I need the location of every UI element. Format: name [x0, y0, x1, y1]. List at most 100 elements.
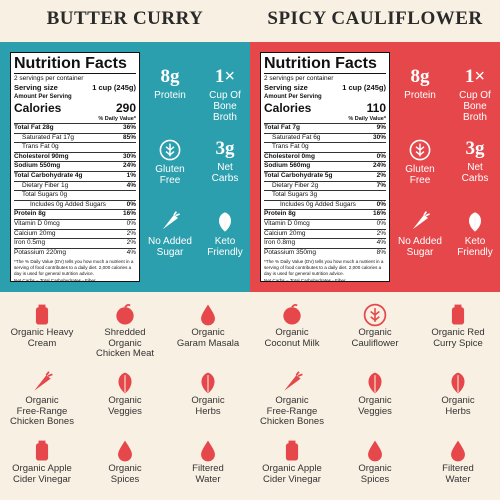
- nutrient-row: Sodium 560mg 24%: [264, 161, 386, 171]
- vitamin-row: Vitamin D 0mcg 0%: [264, 218, 386, 229]
- icon: [201, 440, 215, 462]
- nutrient-row: Trans Fat 0g: [264, 142, 386, 152]
- nutrient-row: Protein 8g 16%: [264, 209, 386, 219]
- icon: [35, 440, 49, 461]
- nutrient-dv: 24%: [122, 162, 136, 170]
- vitamin-name: Iron 0.5mg: [14, 239, 46, 247]
- vitamin-row: Potassium 220mg 4%: [14, 247, 136, 258]
- nutrient-row: Cholesterol 0mg 0%: [264, 151, 386, 162]
- icon: [283, 304, 301, 325]
- ingredient-text: Chicken Bones: [10, 416, 74, 427]
- vitamin-dv: 4%: [376, 239, 386, 247]
- ingredient-text: Organic: [358, 463, 392, 474]
- badge-text: Friendly: [207, 247, 243, 258]
- badge-icon: [447, 210, 500, 236]
- nutrient-row: Total Carbohydrate 4g 1%: [14, 170, 136, 181]
- footnote: *The % Daily Value (DV) tells you how mu…: [264, 259, 384, 276]
- ingredient: Filtered Water: [167, 438, 249, 485]
- ingredient-text: Free-Range: [16, 405, 68, 417]
- badge-text: No Added: [398, 236, 442, 247]
- nutrient-name: Total Sugars 3g: [272, 191, 318, 199]
- ingredient-text: Organic Red: [431, 327, 485, 338]
- badge-value: 1×: [214, 66, 236, 87]
- nutrient-dv: 16%: [372, 210, 386, 218]
- ingredient: Organic Veggies: [334, 370, 416, 417]
- ingredient-text: Spices: [360, 473, 390, 485]
- badge: 1× Cup Of Bone Broth: [447, 66, 500, 123]
- badge-text: Net: [467, 162, 483, 173]
- icon: [201, 304, 215, 326]
- nutrition-label: Nutrition Facts 2 servings per container S…: [260, 52, 390, 282]
- nutrient-row: Cholesterol 90mg 30%: [14, 151, 136, 162]
- nutrient-name: Total Carbohydrate 5g: [264, 171, 333, 179]
- ingredient: Organic Free-Range Chicken Bones: [1, 370, 83, 428]
- ingredient-text: Cream: [27, 337, 57, 349]
- badge: Keto Friendly: [447, 210, 500, 258]
- ingredient-text: Organic: [191, 327, 225, 338]
- vitamin-name: Vitamin D 0mcg: [264, 219, 310, 227]
- ingredient-text: Spices: [110, 473, 140, 485]
- nutrient-name: Total Sugars 0g: [22, 191, 68, 199]
- ingredient: Organic Spices: [334, 438, 416, 485]
- serving-size-label: Serving size: [14, 83, 58, 92]
- badge-icon: [142, 138, 198, 164]
- panel-title: SPICY CAULIFLOWER: [267, 8, 483, 29]
- ingredient-text: Coconut Milk: [264, 337, 320, 349]
- ingredient: Organic Free-Range Chicken Bones: [251, 370, 333, 428]
- ingredient-text: Organic: [275, 395, 309, 406]
- nutrient-name: Protein 8g: [264, 210, 296, 218]
- vitamin-dv: 0%: [376, 219, 386, 227]
- badge-text: Bone: [463, 101, 487, 112]
- icon: [162, 211, 180, 230]
- ingredient-text: Organic: [358, 327, 392, 338]
- vitamin-dv: 2%: [126, 239, 136, 247]
- badge-text: Broth: [213, 112, 237, 123]
- badge: 8g Protein: [392, 66, 448, 101]
- ingredient-text: Organic: [108, 463, 142, 474]
- badge-text: Protein: [404, 90, 436, 101]
- badge-text: Cup Of: [209, 90, 241, 101]
- ingredient: Organic Apple Cider Vinegar: [1, 438, 83, 485]
- calories: Calories 290: [14, 101, 136, 116]
- nutrient-dv: 30%: [372, 133, 386, 141]
- nutrient-name: Total Fat 7g: [264, 124, 300, 131]
- dv-label: % Daily Value*: [98, 116, 136, 122]
- vitamin-row: Potassium 350mg 8%: [264, 247, 386, 258]
- nutrient-name: Trans Fat 0g: [272, 143, 309, 151]
- ingredient-text: Herbs: [195, 405, 221, 417]
- servings: 2 servings per container: [14, 75, 84, 82]
- nutrient-dv: 36%: [122, 124, 136, 131]
- ingredient-text: Cider Vinegar: [263, 473, 321, 485]
- ingredient-text: Chicken Bones: [260, 416, 324, 427]
- ingredient-text: Cauliflower: [351, 337, 399, 349]
- dv-label: % Daily Value*: [348, 116, 386, 122]
- vitamin-row: Iron 0.8mg 4%: [264, 238, 386, 248]
- ingredient: Organic Spices: [84, 438, 166, 485]
- badge: Gluten Free: [392, 138, 448, 186]
- ingredient-text: Curry Spice: [433, 337, 483, 349]
- vitamin-row: Calcium 20mg 2%: [264, 228, 386, 239]
- net-carbs-note: Net Carbs = Total Carbohydrates - Fiber: [14, 278, 96, 282]
- nutrient-name: Cholesterol 90mg: [14, 152, 69, 160]
- badge: 3g Net Carbs: [447, 138, 500, 184]
- ingredient: Organic Herbs: [417, 370, 499, 417]
- ingredient-text: Organic: [25, 395, 59, 406]
- nutrition-label: Nutrition Facts 2 servings per container S…: [10, 52, 140, 282]
- serving-size: Serving size 1 cup (245g): [14, 83, 136, 93]
- badge: Gluten Free: [142, 138, 198, 186]
- badge-icon: [392, 210, 448, 236]
- vitamin-row: Vitamin D 0mcg 0%: [14, 218, 136, 229]
- nutrient-row: Dietary Fiber 2g 7%: [264, 180, 386, 191]
- badge-text: Free: [159, 175, 181, 186]
- badge-icon: [197, 210, 253, 236]
- icon: [368, 372, 382, 394]
- ingredient-text: Organic: [108, 395, 142, 406]
- icon: [451, 304, 465, 325]
- ingredient: Organic Red Curry Spice: [417, 302, 499, 349]
- badge-text: Broth: [463, 112, 487, 123]
- icon: [116, 304, 134, 325]
- ingredient: Organic Coconut Milk: [251, 302, 333, 349]
- servings: 2 servings per container: [264, 75, 334, 82]
- ingredient-text: Organic: [275, 327, 309, 338]
- nutrient-dv: 24%: [372, 162, 386, 170]
